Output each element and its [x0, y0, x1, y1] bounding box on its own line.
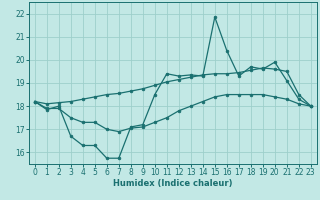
X-axis label: Humidex (Indice chaleur): Humidex (Indice chaleur): [113, 179, 233, 188]
